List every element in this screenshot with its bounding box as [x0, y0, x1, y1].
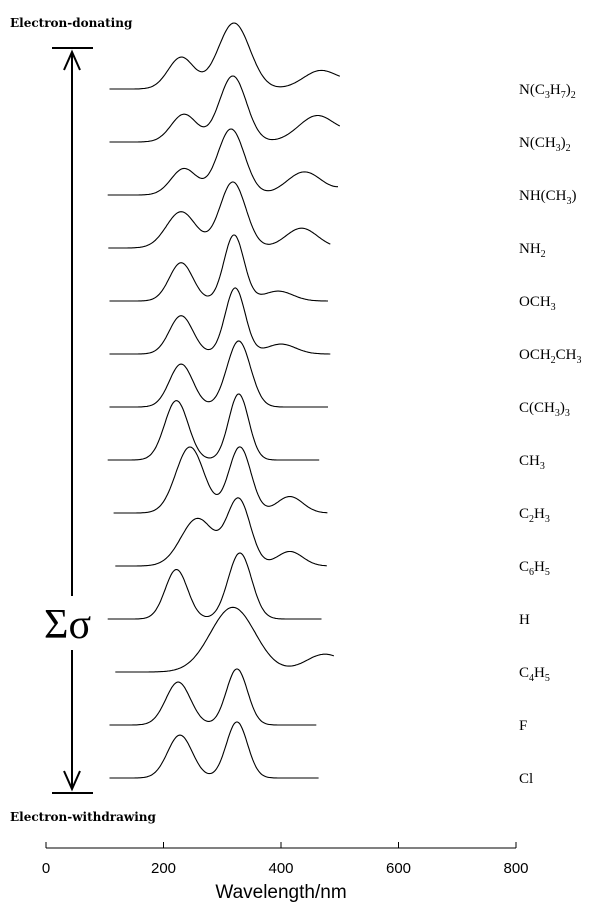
arrow-head-up — [63, 49, 81, 71]
spectrum-curve-11 — [107, 552, 322, 620]
x-tick-label-0: 0 — [42, 860, 50, 877]
bottom-label: Electron-withdrawing — [10, 810, 156, 824]
x-tick-label-800: 800 — [503, 860, 528, 877]
spectrum-curve-5 — [109, 234, 328, 302]
series-label-13: F — [519, 718, 527, 734]
series-label-9: C2H3 — [519, 506, 550, 525]
spectrum-curve-9 — [113, 446, 328, 514]
spectrum-curve-2 — [109, 75, 341, 143]
spectrum-curve-14 — [109, 721, 319, 779]
series-label-6: OCH2CH3 — [519, 347, 582, 366]
x-axis-title: Wavelength/nm — [215, 882, 346, 903]
series-label-2: N(CH3)2 — [519, 135, 571, 154]
sigma-arrow — [52, 47, 93, 794]
x-tick-label-200: 200 — [151, 860, 176, 877]
spectrum-curve-1 — [109, 22, 341, 90]
x-tick-label-400: 400 — [268, 860, 293, 877]
series-label-7: C(CH3)3 — [519, 400, 570, 419]
arrow-head-down — [63, 770, 81, 792]
x-axis: 0 200 400 600 800 — [42, 842, 529, 877]
series-label-11: H — [519, 612, 530, 628]
spectrum-curve-10 — [115, 497, 327, 567]
series-label-5: OCH3 — [519, 294, 556, 313]
series-label-4: NH2 — [519, 241, 546, 260]
spectrum-curve-4 — [108, 181, 331, 249]
top-label: Electron-donating — [10, 16, 133, 30]
series-label-1: N(C3H7)2 — [519, 82, 576, 101]
spectrum-curve-6 — [109, 287, 331, 355]
series-label-10: C6H5 — [519, 559, 550, 578]
spectrum-curve-13 — [109, 668, 317, 726]
series-label-8: CH3 — [519, 453, 545, 472]
spectrum-curve-8 — [107, 393, 320, 461]
series-label-12: C4H5 — [519, 665, 550, 684]
spectrum-curve-7 — [109, 340, 328, 408]
series-label-14: Cl — [519, 771, 533, 787]
spectrum-curve-12 — [115, 606, 335, 673]
x-tick-label-600: 600 — [386, 860, 411, 877]
series-label-3: NH(CH3) — [519, 188, 577, 207]
spectrum-curve-3 — [107, 128, 338, 196]
spectra-curves — [107, 22, 341, 779]
sigma-label: Σσ — [44, 602, 91, 648]
substituent-labels: N(C3H7)2 N(CH3)2 NH(CH3) NH2 OCH3 OCH2CH3 C(CH… — [519, 82, 582, 787]
